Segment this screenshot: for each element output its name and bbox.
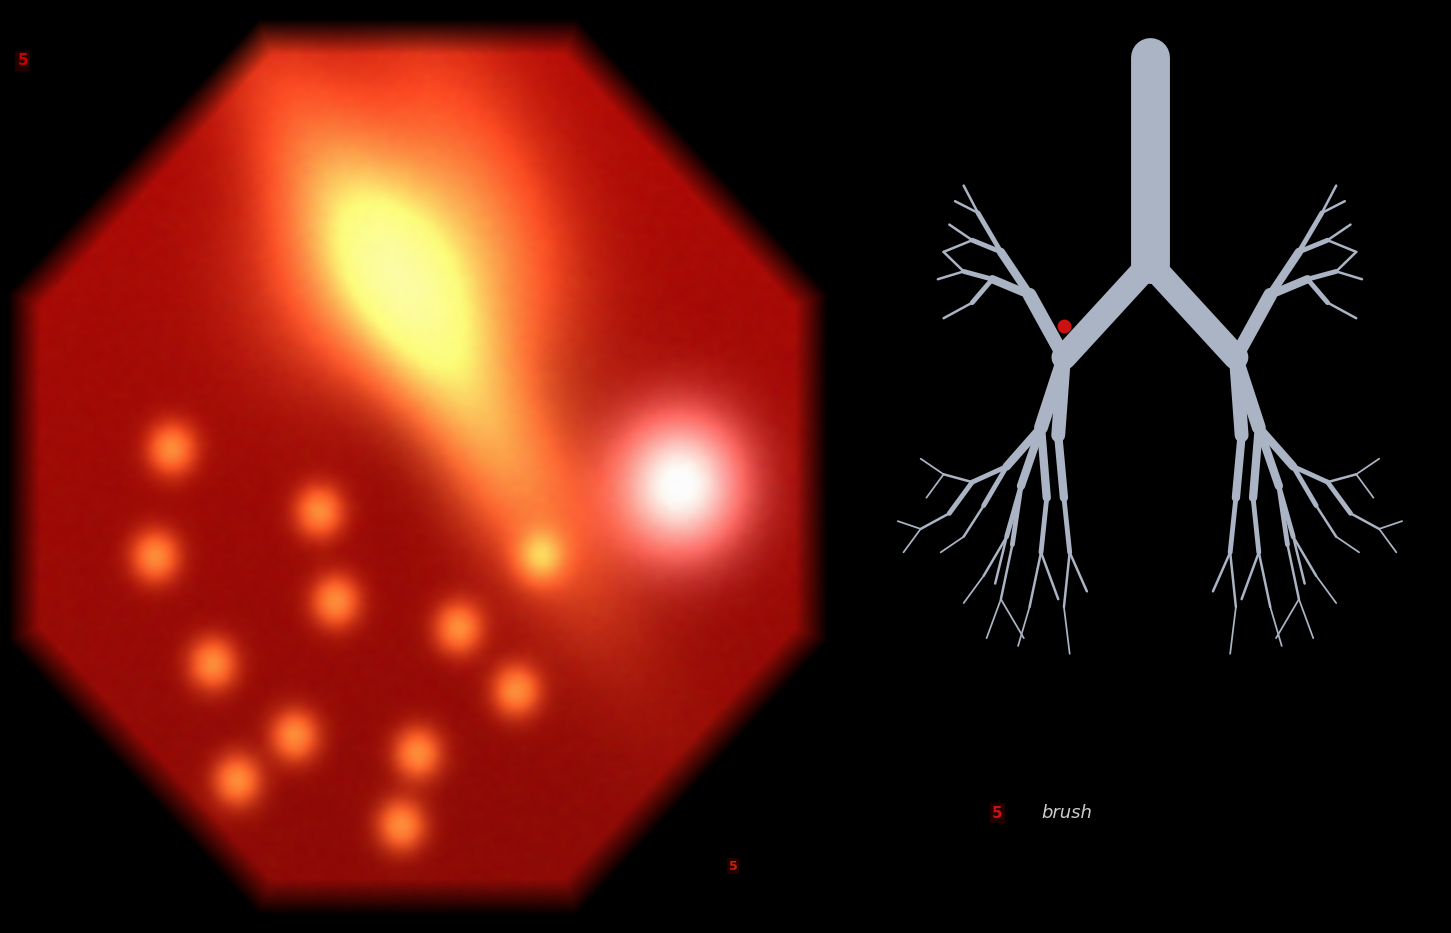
Text: brush: brush [1040, 803, 1093, 822]
Text: 5: 5 [17, 53, 28, 68]
Text: 5: 5 [728, 859, 737, 872]
Text: 5: 5 [992, 806, 1003, 821]
